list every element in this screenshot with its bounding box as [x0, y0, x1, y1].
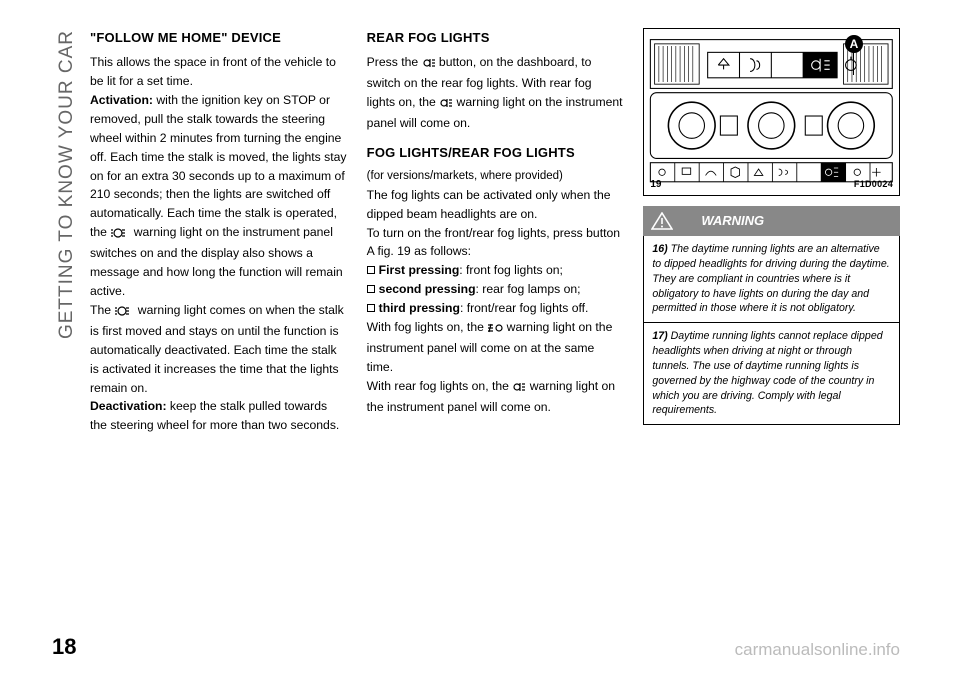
- bullet-icon: [367, 304, 375, 312]
- warning-triangle-icon: [651, 212, 673, 230]
- fog-p5a: With rear fog lights on, the: [367, 379, 513, 393]
- li2-label: second pressing: [379, 282, 476, 296]
- li1-text: : front fog lights on;: [459, 263, 563, 277]
- fog-p4: With fog lights on, the warning light on…: [367, 318, 624, 377]
- section-title: GETTING TO KNOW YOUR CAR: [56, 30, 78, 339]
- front-fog-icon: [487, 320, 503, 339]
- fog-note: (for versions/markets, where provided): [367, 168, 624, 186]
- rear-fog-text: Press the button, on the dashboard, to s…: [367, 53, 624, 133]
- li1-label: First pressing: [379, 263, 460, 277]
- heading-rear-fog: REAR FOG LIGHTS: [367, 28, 624, 48]
- fog-p4a: With fog lights on, the: [367, 320, 488, 334]
- fmh-intro: This allows the space in front of the ve…: [90, 53, 347, 91]
- callout-a-badge: A: [845, 35, 863, 53]
- headlight-icon: [114, 303, 134, 322]
- manual-page: GETTING TO KNOW YOUR CAR "FOLLOW ME HOME…: [0, 0, 960, 686]
- fog-p2: The fog lights can be activated only whe…: [367, 186, 624, 224]
- column-1: "FOLLOW ME HOME" DEVICE This allows the …: [90, 28, 347, 608]
- figure-19: A 19 F1D0024: [643, 28, 900, 196]
- note-17-num: 17): [652, 330, 667, 342]
- warning-note-16: 16) The daytime running lights are an al…: [643, 236, 900, 323]
- note-17-text: Daytime running lights cannot replace di…: [652, 330, 882, 416]
- rear-fog-icon: [422, 55, 436, 74]
- warning-note-17: 17) Daytime running lights cannot replac…: [643, 322, 900, 425]
- rf-p1a: Press the: [367, 55, 422, 69]
- headlight-icon: [110, 225, 130, 244]
- heading-fog-lights: FOG LIGHTS/REAR FOG LIGHTS: [367, 143, 624, 163]
- figure-number: 19: [650, 177, 661, 193]
- fog-p3: To turn on the front/rear fog lights, pr…: [367, 224, 624, 262]
- heading-follow-me-home: "FOLLOW ME HOME" DEVICE: [90, 28, 347, 48]
- warning-header: WARNING: [643, 206, 900, 236]
- column-3: A 19 F1D0024 WARNING 16) The daytime run…: [643, 28, 900, 608]
- fog-li1: First pressing: front fog lights on;: [367, 261, 624, 280]
- fog-li2: second pressing: rear fog lamps on;: [367, 280, 624, 299]
- warning-label: WARNING: [701, 211, 764, 231]
- note-16-num: 16): [652, 243, 667, 255]
- bullet-icon: [367, 285, 375, 293]
- fog-p5: With rear fog lights on, the warning lig…: [367, 377, 624, 417]
- fmh-activation-text-a: with the ignition key on STOP or removed…: [90, 93, 347, 239]
- section-sidebar: GETTING TO KNOW YOUR CAR: [52, 30, 82, 570]
- fmh-deactivation: Deactivation: keep the stalk pulled towa…: [90, 397, 347, 435]
- label-activation: Activation:: [90, 93, 153, 107]
- li3-text: : front/rear fog lights off.: [460, 301, 589, 315]
- li2-text: : rear fog lamps on;: [476, 282, 581, 296]
- rear-fog-icon: [439, 95, 453, 114]
- column-2: REAR FOG LIGHTS Press the button, on the…: [367, 28, 624, 608]
- label-deactivation: Deactivation:: [90, 399, 167, 413]
- content-columns: "FOLLOW ME HOME" DEVICE This allows the …: [90, 28, 900, 608]
- fog-li3: third pressing: front/rear fog lights of…: [367, 299, 624, 318]
- fmh-p3a: The: [90, 303, 114, 317]
- note-16-text: The daytime running lights are an altern…: [652, 243, 889, 314]
- fmh-activation: Activation: with the ignition key on STO…: [90, 91, 347, 301]
- figure-id: F1D0024: [854, 178, 893, 192]
- page-number: 18: [52, 634, 76, 660]
- rear-fog-icon: [512, 379, 526, 398]
- li3-label: third pressing: [379, 301, 460, 315]
- fmh-warning-light: The warning light comes on when the stal…: [90, 301, 347, 398]
- watermark: carmanualsonline.info: [735, 640, 900, 660]
- bullet-icon: [367, 266, 375, 274]
